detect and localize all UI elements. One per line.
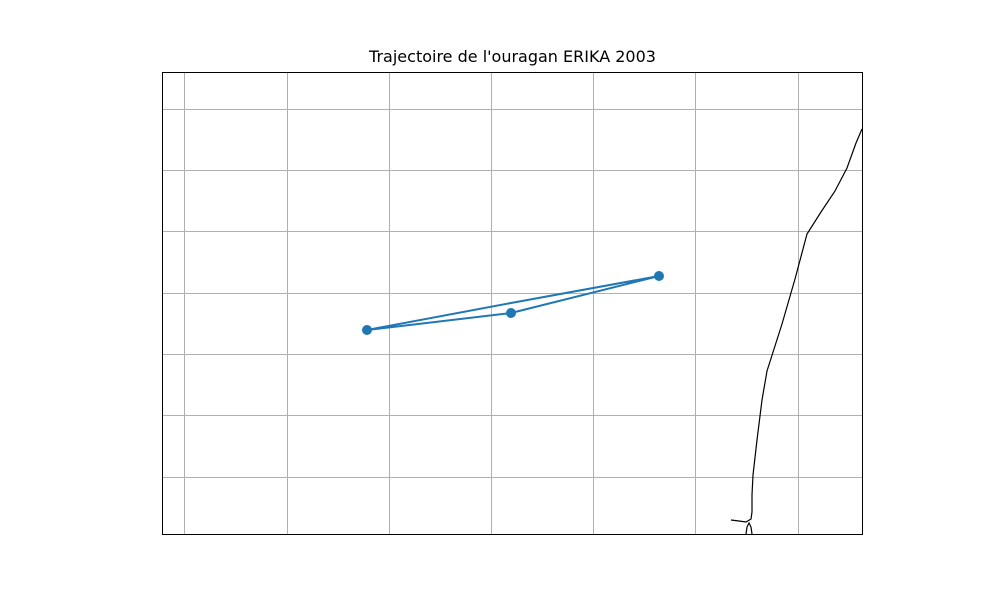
coastline-inlet	[745, 521, 753, 535]
track-line	[366, 275, 660, 331]
coastline	[730, 128, 863, 523]
gridlines	[162, 72, 863, 535]
plot-frame	[162, 72, 863, 535]
map-title: Trajectoire de l'ouragan ERIKA 2003	[369, 47, 656, 66]
hurricane-track	[362, 271, 664, 335]
track-point-1	[362, 325, 372, 335]
coastline-layer	[730, 128, 863, 535]
track-point-3	[654, 271, 664, 281]
track-point-2	[506, 308, 516, 318]
